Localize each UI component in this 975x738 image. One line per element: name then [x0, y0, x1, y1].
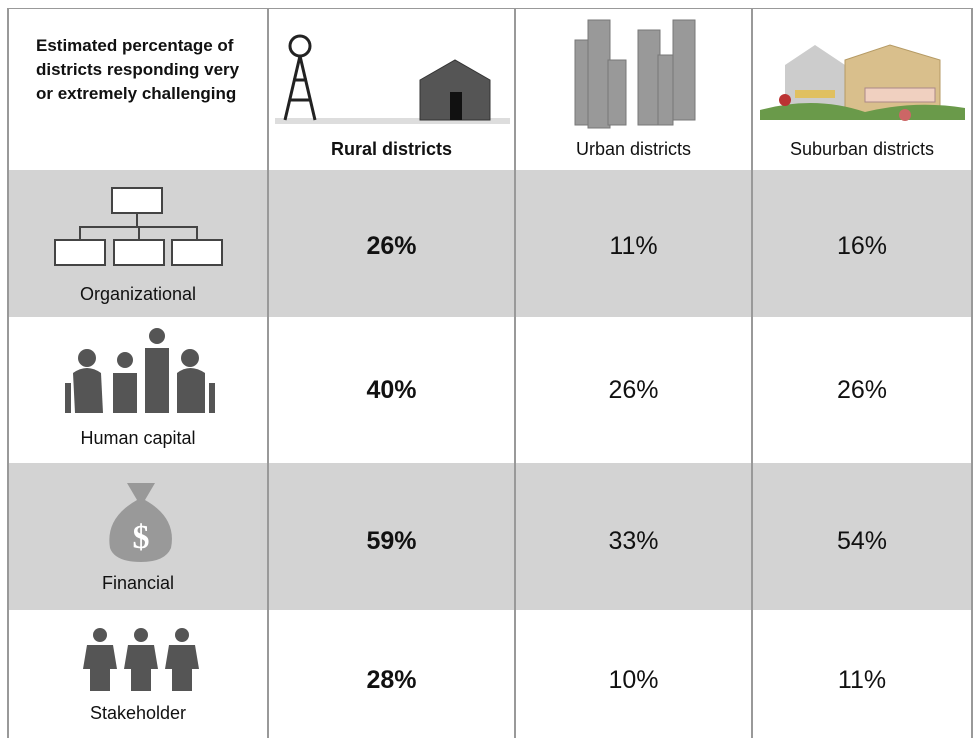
cell-value: 28%	[366, 666, 417, 694]
row-label: Organizational	[79, 284, 197, 304]
column-header: Rural districts	[330, 139, 453, 159]
row-label: Human capital	[80, 428, 196, 448]
cell-value: 11%	[609, 232, 658, 260]
cell-value: 10%	[608, 666, 659, 694]
column-header: Urban districts	[575, 139, 692, 159]
stakeholder-icon	[83, 628, 199, 691]
cell-value: 26%	[608, 376, 659, 404]
column-border	[971, 8, 973, 738]
cell-value: 26%	[366, 232, 417, 260]
suburban-icon	[760, 44, 965, 121]
column-border	[7, 8, 9, 738]
row-background	[8, 170, 972, 317]
table-title: Estimated percentage of districts respon…	[36, 36, 240, 103]
cell-value: 33%	[608, 527, 659, 555]
cell-value: 16%	[836, 232, 888, 260]
cell-value: 54%	[836, 527, 888, 555]
column-border	[267, 8, 269, 738]
cell-value: 40%	[366, 376, 417, 404]
row-label: Stakeholder	[89, 703, 187, 723]
cell-value: 59%	[366, 527, 417, 555]
column-border	[751, 8, 753, 738]
organizational-icon	[54, 187, 223, 266]
rural-icon	[275, 34, 510, 124]
column-border	[514, 8, 516, 738]
top-border	[8, 8, 972, 9]
svg-text:$: $	[133, 519, 150, 556]
urban-icon	[574, 19, 696, 129]
financial-icon: $	[109, 483, 172, 562]
column-header: Suburban districts	[789, 139, 935, 159]
cell-value: 11%	[837, 666, 887, 694]
row-label: Financial	[101, 573, 175, 593]
cell-value: 26%	[836, 376, 888, 404]
human-capital-icon	[65, 328, 215, 413]
